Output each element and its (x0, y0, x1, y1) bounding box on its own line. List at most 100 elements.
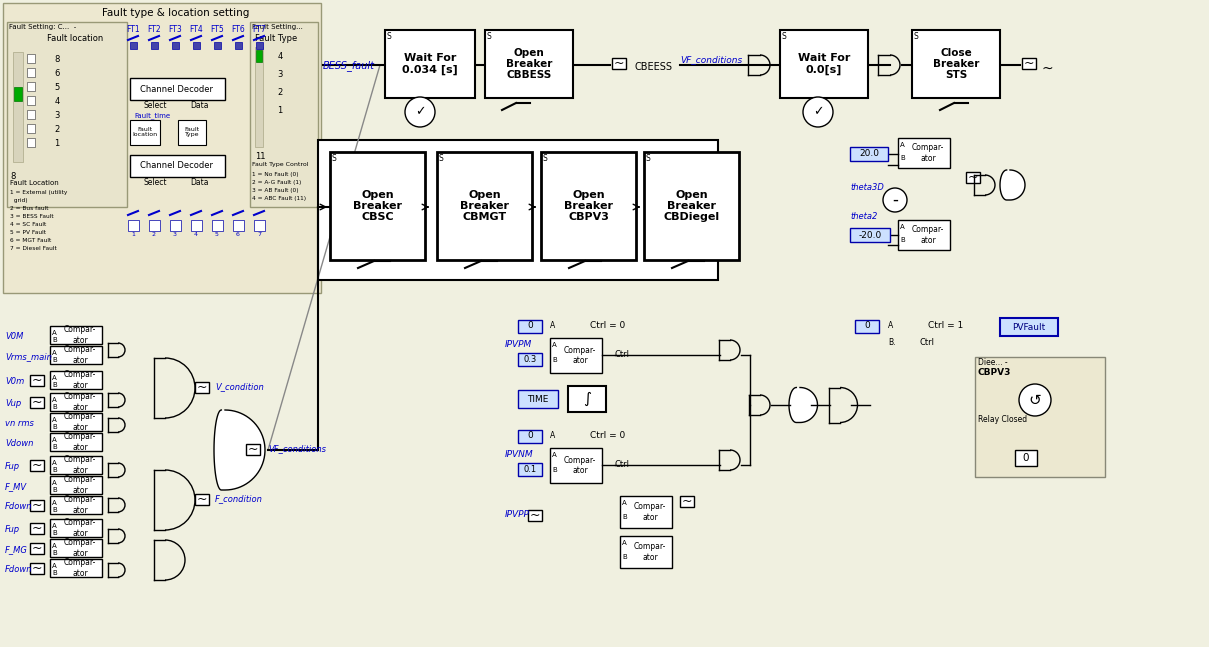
Bar (966, 172, 980, 183)
Text: ~: ~ (614, 57, 624, 70)
Text: ~: ~ (31, 542, 42, 555)
Text: FT7: FT7 (253, 25, 266, 34)
Circle shape (803, 97, 833, 127)
Bar (620, 536, 672, 568)
Bar (27, 110, 35, 119)
Text: ~: ~ (31, 562, 42, 575)
Text: 4 = ABC Fault (11): 4 = ABC Fault (11) (251, 196, 306, 201)
Bar (517, 320, 542, 333)
Bar (131, 155, 225, 177)
Text: 0: 0 (527, 432, 533, 441)
Text: IPVPP: IPVPP (505, 510, 530, 519)
Bar (517, 463, 542, 476)
Bar (50, 539, 102, 557)
Bar (50, 476, 102, 494)
Text: Open: Open (468, 190, 501, 200)
Text: Compar-
ator: Compar- ator (64, 370, 97, 389)
Bar (27, 124, 35, 133)
Text: Compar-
ator: Compar- ator (64, 476, 97, 495)
Text: S: S (646, 154, 650, 163)
Bar (644, 152, 739, 260)
Polygon shape (1000, 170, 1025, 200)
Bar (27, 138, 35, 147)
Text: ~: ~ (1042, 62, 1053, 76)
Text: FT2: FT2 (147, 25, 161, 34)
Text: S: S (487, 32, 492, 41)
Bar (50, 433, 102, 451)
Bar (191, 220, 202, 231)
Bar (855, 320, 879, 333)
Text: CBSC: CBSC (361, 212, 394, 222)
Text: 1 = External (utility: 1 = External (utility (10, 190, 68, 195)
Bar (50, 456, 102, 474)
Text: 5: 5 (54, 83, 59, 92)
Text: A: A (550, 321, 555, 330)
Text: S: S (782, 32, 787, 41)
Bar (193, 42, 199, 49)
Bar (30, 460, 44, 471)
Bar (384, 30, 475, 98)
Text: 1: 1 (131, 232, 135, 237)
Text: 11: 11 (255, 152, 266, 161)
Text: ~: ~ (967, 171, 978, 184)
Text: VF_conditions: VF_conditions (679, 55, 742, 64)
Text: vn rms: vn rms (5, 419, 34, 428)
Bar (30, 563, 44, 574)
Text: Compar-
ator: Compar- ator (563, 455, 596, 475)
Bar (131, 120, 160, 145)
Text: VF_conditions: VF_conditions (268, 444, 326, 453)
Text: Compar-
ator: Compar- ator (634, 542, 666, 562)
Text: A: A (52, 563, 57, 569)
Text: 1: 1 (277, 106, 283, 115)
Bar (131, 78, 225, 100)
Text: A: A (887, 321, 893, 330)
Text: Fault
Type: Fault Type (185, 127, 199, 137)
Text: A: A (52, 417, 57, 423)
Text: A: A (550, 431, 555, 440)
Text: B: B (899, 155, 904, 161)
Text: theta2: theta2 (850, 212, 878, 221)
Text: A: A (621, 540, 626, 546)
Text: CBEESS: CBEESS (635, 62, 673, 72)
Bar (149, 220, 160, 231)
Text: S: S (387, 32, 392, 41)
Text: B: B (52, 337, 57, 343)
Text: A: A (899, 224, 904, 230)
Text: Fault Setting...: Fault Setting... (251, 24, 303, 30)
Text: A: A (52, 523, 57, 529)
Text: 4 = SC Fault: 4 = SC Fault (10, 222, 46, 227)
Bar (195, 494, 209, 505)
Text: Channel Decoder: Channel Decoder (140, 85, 214, 94)
Bar (30, 375, 44, 386)
Bar (50, 393, 102, 411)
Bar (27, 96, 35, 105)
Text: Breaker: Breaker (565, 201, 613, 211)
Bar (50, 496, 102, 514)
Bar (27, 54, 35, 63)
Text: 20.0: 20.0 (860, 149, 879, 159)
Text: Breaker: Breaker (353, 201, 403, 211)
Bar (214, 42, 221, 49)
Text: ~: ~ (530, 509, 540, 522)
Text: Data: Data (190, 101, 208, 110)
Bar (27, 68, 35, 77)
Bar (2, 3, 322, 293)
Text: Compar-
ator: Compar- ator (563, 345, 596, 365)
Bar (256, 50, 262, 62)
Text: Ctrl = 1: Ctrl = 1 (929, 321, 964, 330)
Text: Compar-
ator: Compar- ator (64, 455, 97, 475)
Bar (540, 152, 636, 260)
Text: Compar-
ator: Compar- ator (64, 325, 97, 345)
Text: Breaker: Breaker (459, 201, 509, 211)
Text: A: A (553, 342, 557, 348)
Text: Compar-
ator: Compar- ator (64, 558, 97, 578)
Bar (245, 444, 260, 455)
Text: A: A (553, 452, 557, 458)
Text: 6 = MGT Fault: 6 = MGT Fault (10, 238, 51, 243)
Text: Fault location: Fault location (47, 34, 103, 43)
Bar (50, 346, 102, 364)
Text: A: A (52, 375, 57, 381)
Bar (131, 42, 137, 49)
Text: A: A (52, 480, 57, 486)
Bar (1022, 58, 1036, 69)
